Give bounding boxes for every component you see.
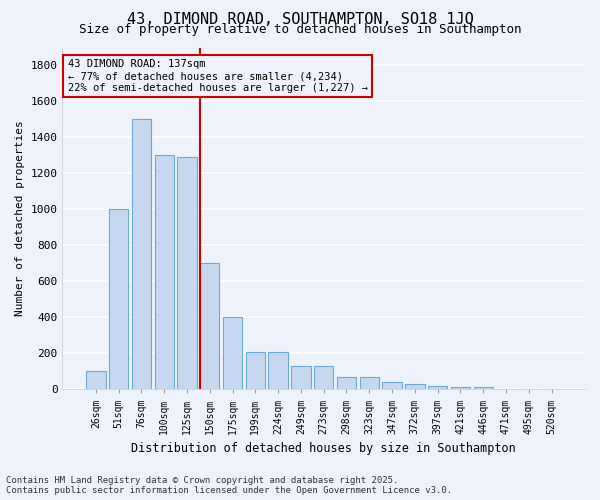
Text: 43, DIMOND ROAD, SOUTHAMPTON, SO18 1JQ: 43, DIMOND ROAD, SOUTHAMPTON, SO18 1JQ — [127, 12, 473, 28]
Bar — [428, 386, 448, 390]
Bar — [382, 382, 402, 390]
Bar — [337, 377, 356, 390]
Bar — [473, 386, 493, 390]
Bar — [109, 210, 128, 390]
Bar — [359, 377, 379, 390]
Text: 43 DIMOND ROAD: 137sqm
← 77% of detached houses are smaller (4,234)
22% of semi-: 43 DIMOND ROAD: 137sqm ← 77% of detached… — [68, 60, 368, 92]
Text: Size of property relative to detached houses in Southampton: Size of property relative to detached ho… — [79, 22, 521, 36]
Bar — [223, 318, 242, 390]
Bar — [268, 352, 288, 390]
Bar — [291, 366, 311, 390]
Text: Contains HM Land Registry data © Crown copyright and database right 2025.
Contai: Contains HM Land Registry data © Crown c… — [6, 476, 452, 495]
Bar — [200, 264, 220, 390]
Bar — [86, 372, 106, 390]
Bar — [132, 120, 151, 390]
X-axis label: Distribution of detached houses by size in Southampton: Distribution of detached houses by size … — [131, 442, 516, 455]
Bar — [178, 158, 197, 390]
Bar — [155, 156, 174, 390]
Bar — [314, 366, 334, 390]
Bar — [451, 386, 470, 390]
Y-axis label: Number of detached properties: Number of detached properties — [15, 120, 25, 316]
Bar — [245, 352, 265, 390]
Bar — [405, 384, 425, 390]
